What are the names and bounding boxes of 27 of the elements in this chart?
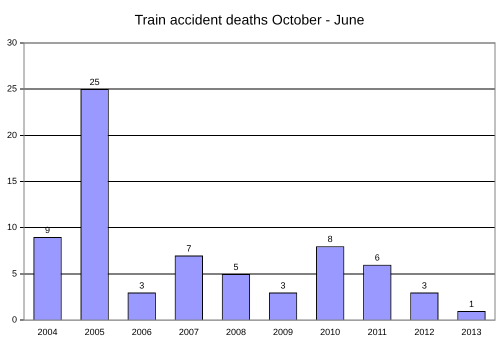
y-tick-label: 25 — [6, 84, 18, 94]
y-tick-label: 30 — [6, 37, 18, 48]
data-label: 7 — [186, 243, 192, 254]
x-tick-label: 2009 — [273, 327, 294, 338]
x-tick-label: 2013 — [461, 327, 482, 338]
y-tick-label: 5 — [12, 268, 18, 278]
data-label: 3 — [139, 280, 144, 290]
chart-title: Train accident deaths October - June — [134, 11, 365, 28]
x-tick-label: 2004 — [38, 327, 58, 338]
data-label: 1 — [468, 298, 474, 309]
x-tick-label: 2010 — [320, 327, 340, 338]
y-tick-label: 10 — [6, 222, 18, 232]
y-tick-label: 20 — [6, 130, 18, 140]
x-tick-label: 2008 — [226, 327, 246, 338]
data-label: 3 — [422, 280, 427, 290]
data-label: 5 — [233, 262, 238, 272]
x-tick-label: 2012 — [414, 327, 434, 338]
y-tick-label: 15 — [6, 176, 18, 186]
x-tick-label: 2007 — [178, 327, 199, 338]
data-label: 3 — [280, 280, 286, 290]
x-tick-label: 2011 — [368, 327, 387, 338]
data-label: 8 — [328, 234, 333, 244]
data-label: 6 — [374, 252, 380, 263]
x-tick-label: 2006 — [132, 327, 152, 338]
y-tick-label: 0 — [12, 314, 18, 325]
data-label: 25 — [90, 77, 100, 88]
x-tick-label: 2005 — [84, 327, 105, 338]
